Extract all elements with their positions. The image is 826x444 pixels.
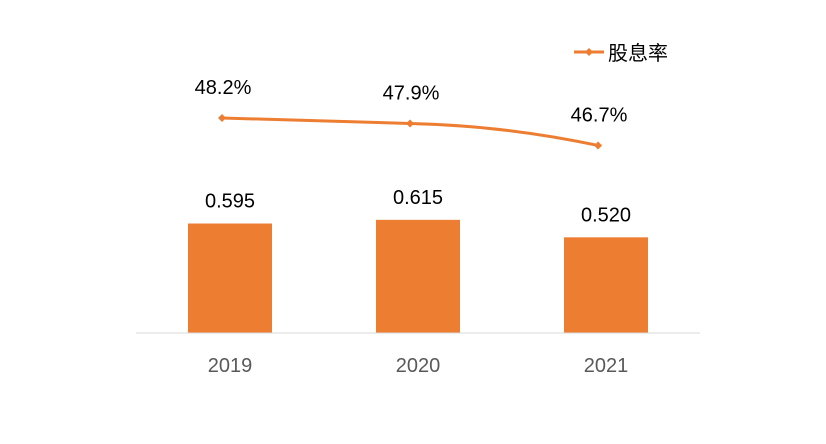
x-tick-label: 2021 xyxy=(584,355,629,377)
x-tick-label: 2020 xyxy=(396,355,441,377)
line-value-label: 47.9% xyxy=(383,82,440,104)
bars-group: 0.595 0.615 0.520 xyxy=(188,187,648,333)
bar-value-label: 0.615 xyxy=(393,187,443,209)
line-value-label: 48.2% xyxy=(195,77,252,99)
line-series-group: 48.2% 47.9% 46.7% xyxy=(195,77,628,150)
legend-marker-icon xyxy=(585,48,593,56)
x-tick-label: 2019 xyxy=(208,355,253,377)
bar-2020 xyxy=(376,219,460,333)
bar-2019 xyxy=(188,223,272,333)
line-point-marker xyxy=(594,141,602,150)
bar-value-label: 0.595 xyxy=(205,191,255,213)
bar-2021 xyxy=(564,237,648,333)
line-point-marker xyxy=(218,114,226,122)
bar-value-label: 0.520 xyxy=(581,204,631,226)
line-value-label: 46.7% xyxy=(571,104,628,126)
legend-label: 股息率 xyxy=(608,41,668,65)
line-point-marker xyxy=(406,119,414,128)
legend: 股息率 xyxy=(574,41,668,65)
x-tick-labels: 2019 2020 2021 xyxy=(208,355,629,377)
